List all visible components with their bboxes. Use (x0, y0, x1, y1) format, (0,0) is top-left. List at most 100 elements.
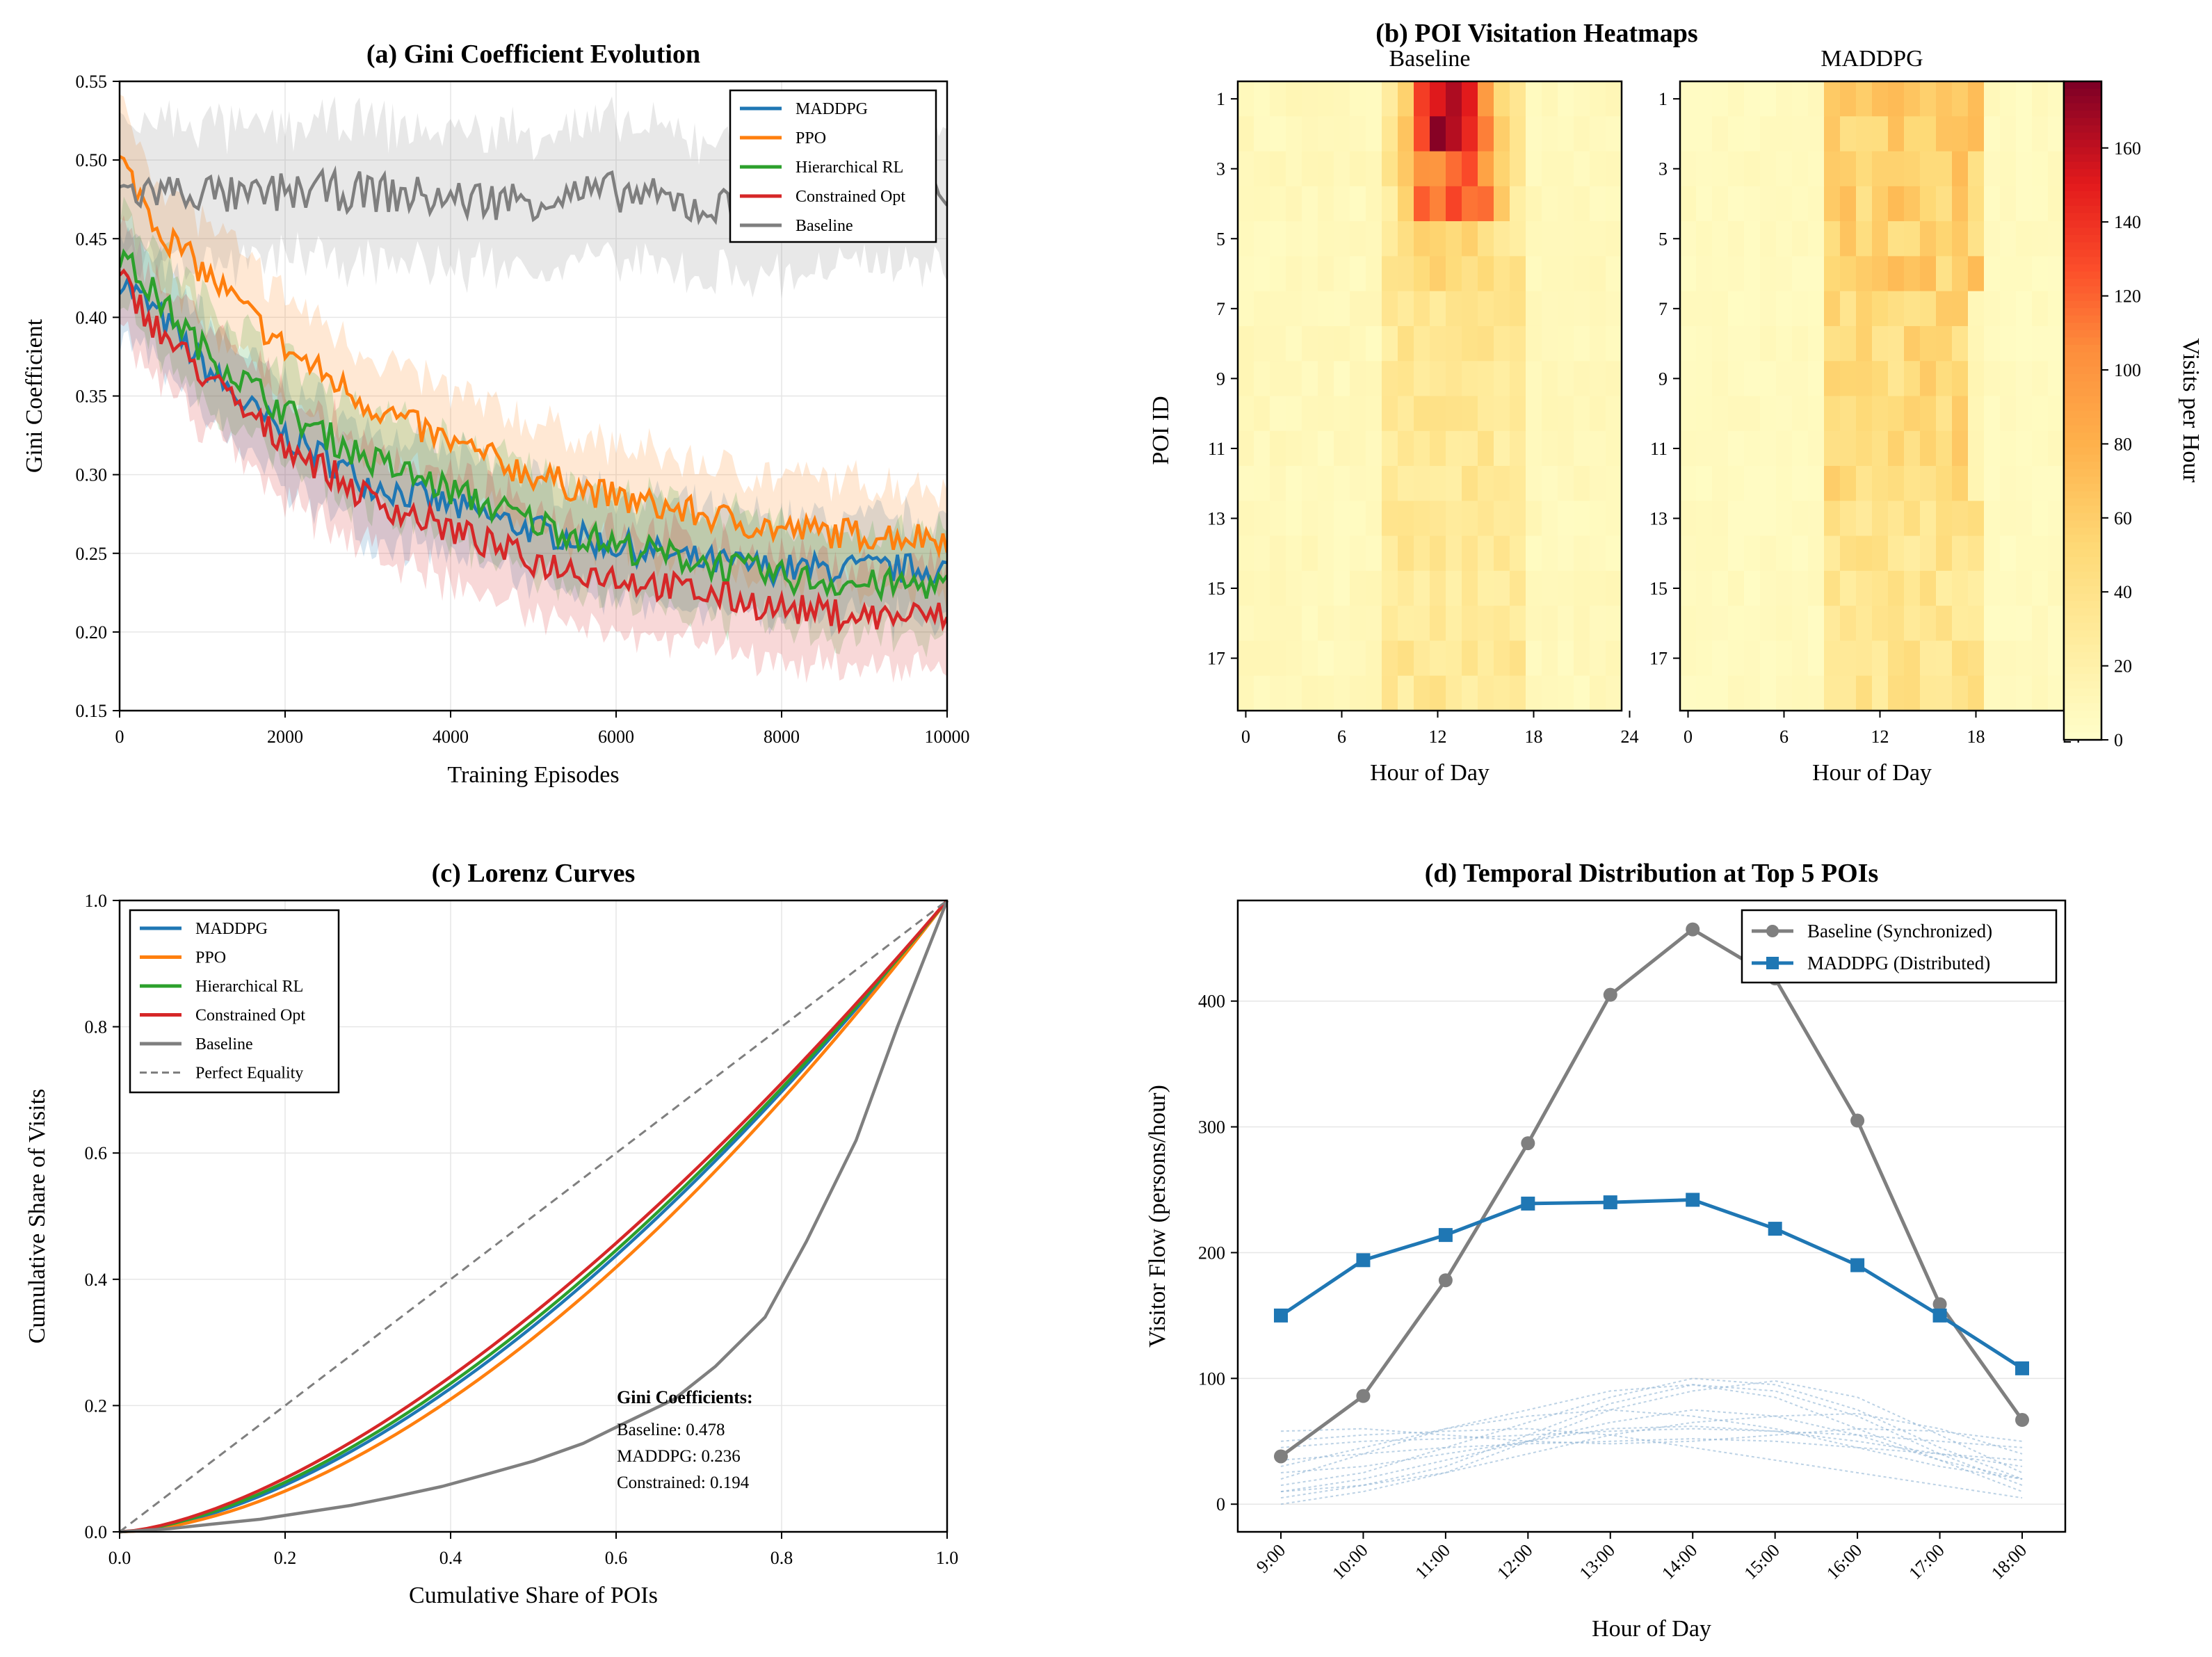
colorbar-segment (2064, 447, 2101, 455)
heatmap-cell (1856, 81, 1873, 117)
heatmap-cell (1606, 291, 1622, 327)
heatmap-cell (1462, 570, 1478, 606)
heatmap-cell (1792, 81, 1809, 117)
heatmap-cell (1696, 466, 1713, 501)
heatmap-cell (1382, 535, 1398, 572)
heatmap-cell (1872, 606, 1889, 642)
heatmap-cell (1302, 361, 1318, 397)
colorbar-segment (2064, 125, 2101, 134)
heatmap-cell (1728, 535, 1745, 572)
colorbar-segment (2064, 549, 2101, 558)
heatmap-cell (1680, 570, 1697, 606)
heatmap-cell (1478, 116, 1494, 152)
colorbar-segment (2064, 191, 2101, 200)
heatmap-cell (1968, 221, 1985, 257)
heatmap-cell (1446, 256, 1462, 292)
heatmap-cell (1744, 116, 1761, 152)
colorbar-segment (2064, 154, 2101, 163)
colorbar-segment (2064, 469, 2101, 477)
heatmap-cell (1606, 430, 1622, 467)
heatmap-cell (1680, 325, 1697, 362)
heatmap-cell (1302, 221, 1318, 257)
y-axis-label: POI ID (1148, 396, 1174, 464)
series-line-maddpg (120, 273, 947, 589)
heatmap-cell (1888, 430, 1905, 467)
heatmap-cell (1254, 675, 1270, 711)
heatmap-cell (2000, 675, 2017, 711)
heatmap-cell (1760, 151, 1777, 187)
heatmap-cell (1526, 466, 1542, 501)
heatmap-cell (1920, 675, 1937, 711)
heatmap-cell (1494, 606, 1510, 642)
heatmap-cell (1808, 116, 1825, 152)
x-tick-label: 0 (1684, 727, 1693, 747)
heatmap-cell (1414, 430, 1430, 467)
heatmap-cell (1808, 675, 1825, 711)
heatmap-cell (1558, 361, 1574, 397)
heatmap-cell (1286, 81, 1302, 117)
colorbar-segment (2064, 520, 2101, 528)
heatmap-cell (1478, 606, 1494, 642)
heatmap-cell (1936, 396, 1953, 432)
colorbar-segment (2064, 666, 2101, 675)
heatmap-cell (1696, 325, 1713, 362)
heatmap-cell (1366, 221, 1382, 257)
heatmap-cell (1254, 535, 1270, 572)
heatmap-cell (1696, 570, 1713, 606)
heatmap-cell (1808, 570, 1825, 606)
colorbar-tick-label: 120 (2114, 286, 2141, 307)
heatmap-cell (2016, 221, 2033, 257)
x-tick-label: 1.0 (936, 1548, 959, 1568)
heatmap-cell (1936, 221, 1953, 257)
heatmap-cell (1238, 151, 1254, 187)
heatmap-cell (1382, 116, 1398, 152)
heatmap-cell (1904, 291, 1921, 327)
heatmap-cell (1680, 221, 1697, 257)
heatmap-cell (1606, 81, 1622, 117)
heatmap-cell (2048, 221, 2065, 257)
legend-box (1741, 909, 2058, 984)
heatmap-cell (1430, 116, 1446, 152)
heatmap-cell (1744, 221, 1761, 257)
heatmap-cell (1606, 186, 1622, 222)
heatmap-cell (1776, 361, 1793, 397)
heatmap-cell (1558, 606, 1574, 642)
heatmap-cell (2016, 361, 2033, 397)
heatmap-cell (1254, 116, 1270, 152)
heatmap-cell (1920, 151, 1937, 187)
legend-c: MADDPG PPO Hierarchical RL Constrained Opt B… (129, 909, 340, 1094)
heatmap-cell (1590, 466, 1606, 501)
background-poi-line (1280, 1409, 2023, 1493)
heatmap-cell (1904, 151, 1921, 187)
heatmap-cell (2000, 640, 2017, 677)
heatmap-cell (1920, 81, 1937, 117)
heatmap-cell (1446, 640, 1462, 677)
heatmap-cell (1238, 186, 1254, 222)
heatmap-cell (1302, 466, 1318, 501)
colorbar-frame (2062, 80, 2103, 741)
heatmap-cell (1696, 151, 1713, 187)
heatmap-cell (1398, 361, 1414, 397)
heatmap-cell (1430, 675, 1446, 711)
heatmap-cell (1792, 256, 1809, 292)
colorbar-segment (2064, 601, 2101, 609)
heatmap-cell (1558, 256, 1574, 292)
heatmap-cell (1744, 361, 1761, 397)
heatmap-cell (1494, 466, 1510, 501)
heatmap-maddpg (1680, 81, 2065, 711)
heatmap-cell (1414, 221, 1430, 257)
heatmap-cell (1872, 186, 1889, 222)
heatmap-cell (1414, 606, 1430, 642)
heatmap-cell (1792, 535, 1809, 572)
heatmap-cell (1824, 361, 1841, 397)
colorbar-segment (2064, 220, 2101, 229)
heatmap-cell (1542, 116, 1558, 152)
heatmap-cell (1526, 291, 1542, 327)
colorbar-segment (2064, 337, 2101, 346)
background-poi-line (1280, 1384, 2023, 1499)
heatmap-cell (1824, 501, 1841, 537)
heatmap-cell (1856, 466, 1873, 501)
x-tick-label: 0.4 (439, 1548, 462, 1568)
colorbar-segment (2064, 234, 2101, 243)
heatmap-cell (1238, 675, 1254, 711)
